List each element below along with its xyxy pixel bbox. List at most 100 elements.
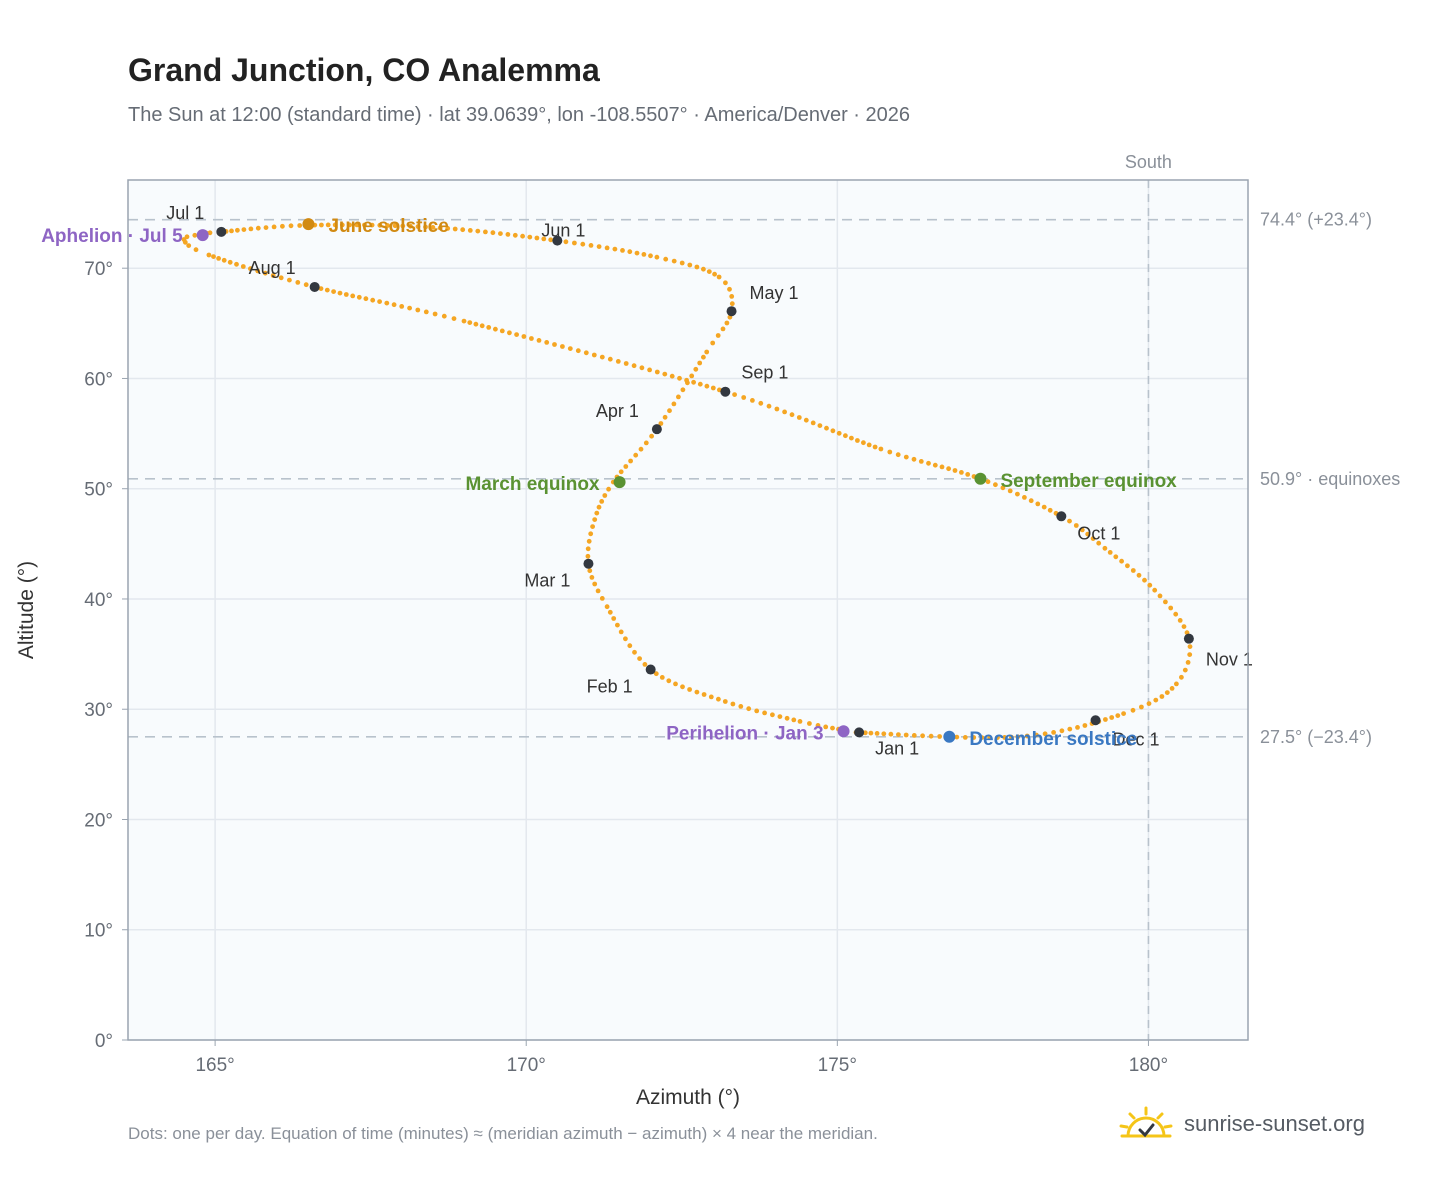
daily-sun-dot xyxy=(782,409,787,415)
daily-sun-dot xyxy=(1125,563,1130,569)
daily-sun-dot xyxy=(1033,732,1039,738)
daily-sun-dot xyxy=(1051,730,1056,735)
daily-sun-dot xyxy=(723,280,728,286)
daily-sun-dot xyxy=(866,442,872,448)
daily-sun-dot xyxy=(623,464,629,469)
daily-sun-dot xyxy=(1109,715,1115,720)
daily-sun-dot xyxy=(1187,652,1193,657)
month-marker xyxy=(1056,511,1067,522)
daily-sun-dot xyxy=(687,262,693,268)
daily-sun-dot xyxy=(631,363,637,369)
daily-sun-dot xyxy=(583,350,589,356)
daily-sun-dot xyxy=(926,460,931,466)
daily-sun-dot xyxy=(332,222,338,228)
daily-sun-dot xyxy=(1009,734,1014,740)
daily-sun-dot xyxy=(946,466,951,472)
daily-sun-dot xyxy=(527,234,533,240)
daily-sun-dot xyxy=(741,395,747,400)
daily-sun-dot xyxy=(192,232,198,238)
daily-sun-dot xyxy=(874,731,880,736)
daily-sun-dot xyxy=(691,379,696,385)
brand-logo[interactable]: sunrise-sunset.org xyxy=(1118,1102,1365,1146)
daily-sun-dot xyxy=(1000,485,1006,491)
daily-sun-dot xyxy=(638,446,644,452)
daily-sun-dot xyxy=(677,375,682,381)
daily-sun-dot xyxy=(370,297,376,303)
daily-sun-dot xyxy=(697,360,703,366)
daily-sun-dot xyxy=(1168,605,1174,611)
daily-sun-dot xyxy=(505,232,511,237)
daily-sun-dot xyxy=(270,273,276,278)
daily-sun-dot xyxy=(207,230,213,236)
reference-line-label: 50.9° · equinoxes xyxy=(1260,469,1400,489)
daily-sun-dot xyxy=(1130,568,1136,573)
x-tick-label: 165° xyxy=(195,1055,234,1076)
daily-sun-dot xyxy=(451,316,457,321)
daily-sun-dot xyxy=(861,440,866,446)
daily-sun-dot xyxy=(979,735,985,740)
daily-sun-dot xyxy=(1002,735,1007,740)
daily-sun-dot xyxy=(534,235,540,241)
daily-sun-dot xyxy=(669,373,675,379)
daily-sun-dot xyxy=(589,575,595,580)
daily-sun-dot xyxy=(473,321,479,327)
daily-sun-dot xyxy=(701,354,706,360)
month-label: Sep 1 xyxy=(741,363,788,383)
daily-sun-dot xyxy=(649,433,654,439)
daily-sun-dot xyxy=(830,428,836,434)
daily-sun-dot xyxy=(221,257,227,263)
daily-sun-dot xyxy=(377,299,382,304)
daily-sun-dot xyxy=(1102,545,1108,551)
daily-sun-dot xyxy=(432,311,438,317)
month-marker xyxy=(583,558,594,569)
daily-sun-dot xyxy=(392,223,398,229)
daily-sun-dot xyxy=(965,472,971,477)
daily-sun-dot xyxy=(512,232,518,238)
daily-sun-dot xyxy=(679,260,685,266)
month-label: Mar 1 xyxy=(524,571,570,591)
daily-sun-dot xyxy=(193,247,199,253)
daily-sun-dot xyxy=(384,300,390,306)
daily-sun-dot xyxy=(623,361,629,366)
footnote: Dots: one per day. Equation of time (min… xyxy=(128,1124,878,1143)
daily-sun-dot xyxy=(604,245,610,251)
daily-sun-dot xyxy=(720,326,726,332)
daily-sun-dot xyxy=(211,254,216,259)
y-tick-label: 50° xyxy=(84,480,113,501)
daily-sun-dot xyxy=(445,226,451,231)
daily-sun-dot xyxy=(895,452,901,458)
reference-lines: South 74.4° (+23.4°) 50.9° · equinoxes 27.5… xyxy=(128,152,1400,1040)
daily-sun-dot xyxy=(607,609,613,615)
daily-sun-dot xyxy=(843,433,848,439)
daily-sun-dot xyxy=(240,264,246,269)
daily-sun-dot xyxy=(288,223,294,229)
daily-sun-dot xyxy=(1157,593,1163,599)
daily-sun-dot xyxy=(750,398,755,403)
daily-sun-dot xyxy=(493,326,498,332)
daily-sun-dot xyxy=(295,280,301,285)
daily-sun-dot xyxy=(206,252,212,258)
daily-sun-dot xyxy=(615,359,621,364)
daily-sun-dot xyxy=(529,336,534,341)
daily-sun-dot xyxy=(572,240,577,246)
daily-sun-dot xyxy=(297,223,303,228)
daily-sun-dot xyxy=(903,454,909,460)
daily-sun-dot xyxy=(1147,582,1153,588)
daily-sun-dot xyxy=(777,714,783,719)
daily-sun-dot xyxy=(507,330,512,336)
daily-sun-dot xyxy=(687,687,692,692)
daily-sun-dot xyxy=(536,338,542,343)
daily-sun-dot xyxy=(588,243,594,248)
daily-sun-dot xyxy=(1181,624,1187,629)
daily-sun-dot xyxy=(710,385,716,391)
daily-sun-dot xyxy=(715,333,721,338)
daily-sun-dot xyxy=(475,228,481,234)
daily-sun-dot xyxy=(770,712,775,718)
daily-sun-dot xyxy=(667,408,672,414)
grid-lines xyxy=(128,180,1248,1041)
daily-sun-dot xyxy=(881,731,887,737)
daily-sun-dot xyxy=(1059,728,1065,734)
daily-sun-dot xyxy=(954,734,960,740)
daily-sun-dot xyxy=(430,225,436,230)
daily-sun-dot xyxy=(1185,660,1191,665)
